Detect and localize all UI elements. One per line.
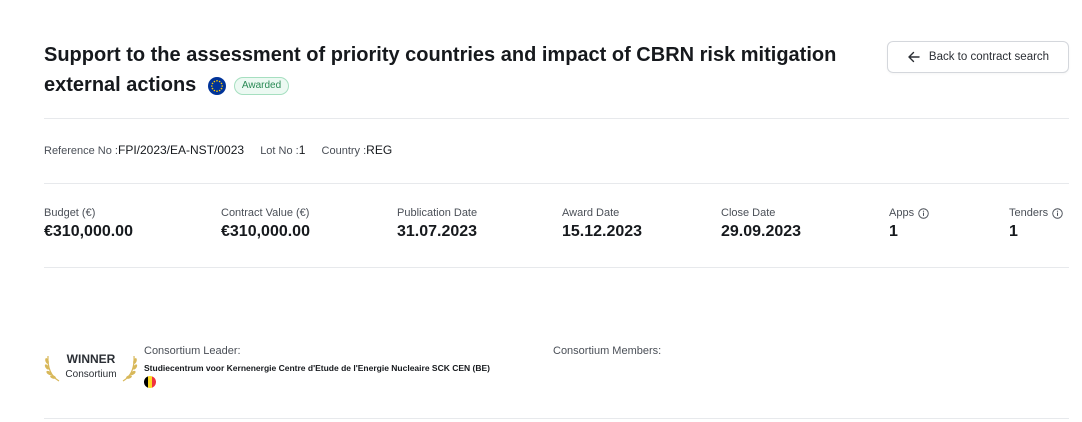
reference-value: FPI/2023/EA-NST/0023 [117, 143, 245, 157]
metric-label: Award Date [562, 207, 620, 219]
contract-title-text: Support to the assessment of priority co… [44, 44, 837, 96]
metric-label: Tenders [1009, 207, 1049, 219]
metric-value: 1 [889, 223, 898, 240]
metric-value: €310,000.00 [44, 223, 133, 240]
country-label: Country : [321, 145, 367, 157]
contract-title: Support to the assessment of priority co… [44, 40, 844, 100]
metric-budget: Budget (€) €310,000.00 [44, 207, 133, 241]
metric-value: 31.07.2023 [397, 223, 478, 240]
metric-value: €310,000.00 [221, 223, 310, 240]
metric-apps: Apps 1 [889, 207, 929, 241]
belgium-flag-icon [144, 376, 156, 388]
metric-award-date: Award Date 15.12.2023 [562, 207, 642, 241]
metric-value: 29.09.2023 [721, 223, 802, 240]
divider [44, 118, 1069, 119]
divider [44, 418, 1069, 419]
metric-value: 15.12.2023 [562, 223, 643, 240]
lot-value: 1 [298, 143, 306, 157]
back-to-contract-search-button[interactable]: Back to contract search [887, 41, 1069, 73]
metric-label: Publication Date [397, 207, 478, 219]
status-badge: Awarded [233, 76, 290, 95]
reference-label: Reference No : [44, 145, 118, 157]
consortium-leader-name: Studiecentrum voor Kernenergie Centre d'… [144, 363, 491, 373]
country-value: REG [366, 143, 393, 157]
eu-flag-icon [207, 76, 226, 95]
winner-badge: WINNER Consortium [44, 350, 138, 384]
consortium-members: Consortium Members: [553, 345, 661, 357]
winner-subtitle: Consortium [65, 369, 117, 380]
metric-contract-value: Contract Value (€) €310,000.00 [221, 207, 310, 241]
consortium-leader: Consortium Leader: Studiecentrum voor Ke… [144, 345, 490, 388]
laurel-left-icon [44, 355, 60, 382]
laurel-right-icon [122, 355, 138, 382]
metric-label: Close Date [721, 207, 776, 219]
info-icon[interactable] [918, 207, 929, 219]
metric-value: 1 [1009, 223, 1018, 240]
info-icon[interactable] [1052, 207, 1063, 219]
back-button-label: Back to contract search [928, 51, 1050, 63]
metric-label: Budget (€) [44, 207, 96, 219]
winner-title: WINNER [66, 352, 116, 366]
lot-label: Lot No : [260, 145, 299, 157]
consortium-leader-label: Consortium Leader: [144, 345, 241, 357]
metric-label: Apps [889, 207, 915, 219]
metric-label: Contract Value (€) [221, 207, 310, 219]
consortium-members-label: Consortium Members: [553, 345, 662, 357]
metric-close-date: Close Date 29.09.2023 [721, 207, 801, 241]
arrow-left-icon [908, 51, 920, 63]
metric-tenders: Tenders 1 [1009, 207, 1063, 241]
reference-row: Reference No :FPI/2023/EA-NST/0023 Lot N… [44, 143, 392, 157]
divider [44, 267, 1069, 268]
divider [44, 183, 1069, 184]
metric-publication-date: Publication Date 31.07.2023 [397, 207, 477, 241]
